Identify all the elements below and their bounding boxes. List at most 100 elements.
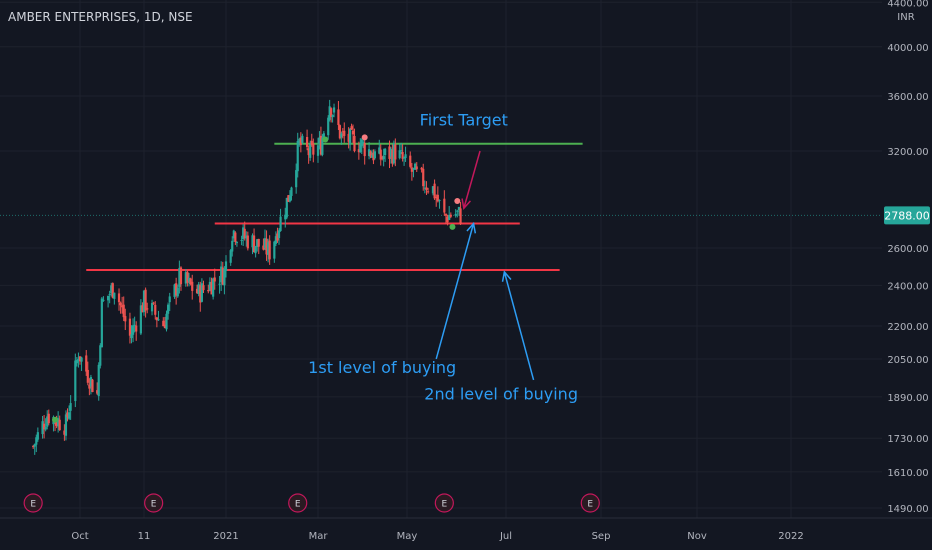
candle	[319, 126, 323, 156]
annotation-text[interactable]: First Target	[420, 110, 508, 129]
candle	[187, 272, 191, 287]
price-axis[interactable]: INR 1490.00 1610.00 1730.00 1890.00 2050.00 2…	[882, 0, 932, 518]
time-axis[interactable]: Oct 11 2021 Mar May Jul Sep Nov 2022	[0, 517, 932, 542]
candle	[412, 167, 415, 178]
candle	[388, 140, 391, 169]
candle	[220, 261, 223, 291]
candle	[86, 361, 89, 386]
time-tick-label: Mar	[309, 531, 329, 542]
candle-body	[412, 167, 415, 170]
candle-body	[173, 284, 176, 297]
candle-body	[142, 290, 146, 313]
signal-marker-sell	[454, 198, 461, 205]
candle	[340, 131, 343, 145]
candle	[263, 229, 267, 251]
candle	[277, 228, 281, 245]
candle	[438, 199, 441, 209]
candle	[435, 194, 438, 207]
candle-body	[422, 168, 425, 187]
first-buying-arrow[interactable]	[435, 221, 477, 360]
earnings-badge[interactable]: E	[580, 493, 600, 513]
annotation-texts[interactable]: First Target 1st level of buying 2nd level…	[308, 110, 578, 403]
candle	[36, 427, 39, 442]
candle	[267, 238, 270, 263]
candle	[41, 415, 44, 439]
candle-body	[78, 356, 82, 362]
candle	[117, 288, 121, 311]
annotation-text[interactable]: 2nd level of buying	[424, 384, 578, 403]
candle-body	[66, 412, 69, 418]
annotation-arrows[interactable]	[435, 150, 535, 381]
candle	[32, 445, 35, 449]
candle-body	[186, 271, 189, 283]
first-target-arrow[interactable]	[461, 150, 481, 211]
candle-body	[330, 108, 333, 117]
candle-body	[448, 214, 451, 221]
candle	[287, 195, 290, 203]
candle	[353, 128, 356, 153]
candle	[96, 382, 99, 395]
candle-body	[187, 277, 191, 282]
candle-body	[331, 115, 334, 117]
candle	[331, 114, 334, 123]
earnings-badge[interactable]: E	[434, 493, 454, 513]
candle-body	[265, 238, 268, 255]
candle-body	[77, 358, 80, 361]
candle-body	[367, 149, 371, 157]
candle-body	[58, 419, 61, 431]
candle	[378, 139, 381, 155]
first-buying-arrow-head	[466, 221, 477, 234]
candle	[77, 352, 80, 368]
candle	[456, 209, 459, 218]
candle-body	[273, 241, 276, 259]
price-tick-label: 3600.00	[887, 92, 928, 103]
candle-body	[456, 210, 459, 212]
candle	[232, 229, 235, 242]
candle-body	[86, 369, 89, 383]
candle-body	[44, 427, 47, 430]
earnings-badge[interactable]: E	[23, 493, 43, 513]
earnings-badge[interactable]: E	[288, 493, 308, 513]
candle-body	[91, 379, 94, 393]
time-tick-label: Sep	[592, 531, 611, 542]
second-buying-arrow[interactable]	[501, 270, 535, 381]
candle	[338, 124, 341, 140]
candle	[362, 140, 365, 149]
time-tick-label: 11	[138, 531, 151, 542]
candle-body	[357, 149, 360, 153]
candle-body	[176, 287, 179, 297]
candle	[316, 137, 320, 163]
horizontal-lines[interactable]	[0, 142, 882, 272]
candle-body	[360, 139, 363, 147]
annotation-text[interactable]: 1st level of buying	[308, 358, 456, 377]
candle-body	[234, 232, 237, 242]
candle-body	[338, 125, 341, 139]
candle	[154, 301, 157, 320]
candle-body	[102, 299, 105, 301]
candle-body	[130, 334, 133, 339]
candle-body	[353, 136, 356, 152]
candle	[243, 221, 246, 241]
candle-body	[88, 384, 91, 389]
price-tick-label: 2050.00	[887, 355, 928, 366]
candle-body	[110, 285, 113, 294]
candle-body	[295, 170, 298, 188]
candle	[44, 418, 47, 432]
candle-body	[341, 131, 344, 133]
candle-body	[252, 235, 256, 253]
candle-body	[141, 305, 144, 313]
candle	[444, 213, 448, 224]
candle	[343, 122, 346, 143]
candle-body	[415, 166, 418, 170]
earnings-badge[interactable]: E	[144, 493, 164, 513]
candle-body	[348, 128, 352, 145]
candle-body	[108, 293, 111, 295]
first-buying-arrow-shaft	[435, 223, 475, 360]
candle-body	[191, 281, 194, 291]
candle	[285, 197, 288, 220]
price-tick-label: 4000.00	[887, 43, 928, 54]
candle-body	[152, 302, 155, 304]
candle-body	[254, 245, 257, 254]
